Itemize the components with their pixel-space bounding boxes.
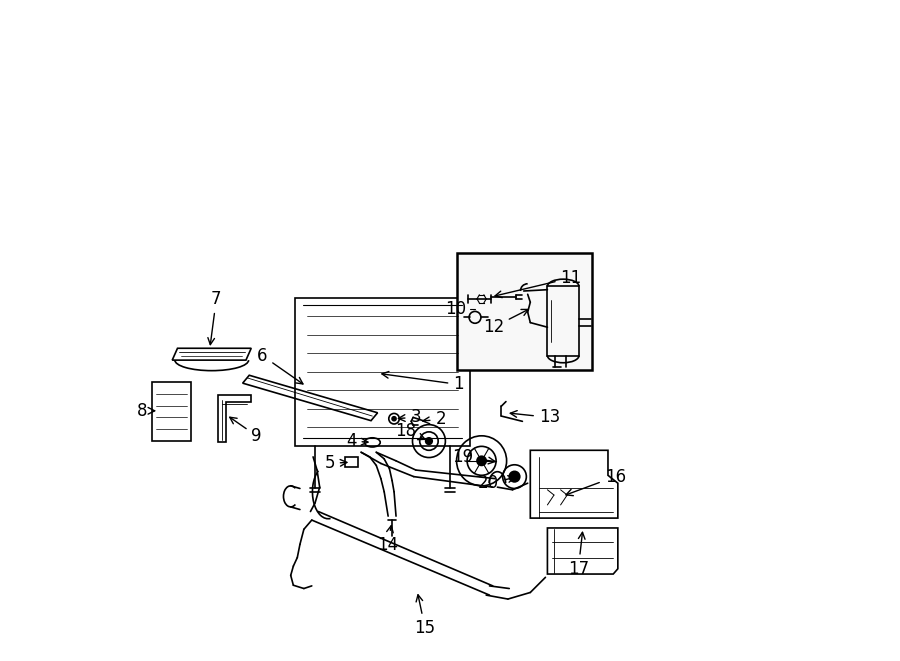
- Text: 4: 4: [346, 432, 368, 450]
- Text: 18: 18: [394, 422, 425, 440]
- Text: 14: 14: [377, 525, 398, 554]
- Text: 5: 5: [324, 455, 346, 473]
- Text: 16: 16: [566, 467, 626, 496]
- Circle shape: [392, 416, 396, 420]
- Bar: [295, 297, 470, 446]
- Text: 6: 6: [257, 347, 303, 384]
- Text: 17: 17: [568, 532, 589, 578]
- Text: 15: 15: [414, 595, 436, 637]
- Text: 2: 2: [423, 410, 446, 428]
- Bar: [152, 382, 191, 441]
- Text: 19: 19: [452, 448, 495, 466]
- Circle shape: [477, 456, 486, 465]
- Text: 1: 1: [382, 371, 464, 393]
- Text: 10: 10: [446, 301, 466, 319]
- Text: 12: 12: [482, 309, 528, 336]
- Text: 13: 13: [510, 408, 560, 426]
- Bar: [456, 253, 591, 370]
- Text: 7: 7: [208, 290, 221, 344]
- Text: 8: 8: [137, 402, 155, 420]
- Text: 9: 9: [230, 417, 262, 445]
- Bar: [345, 457, 358, 467]
- Text: 20: 20: [478, 474, 515, 492]
- Text: 3: 3: [399, 408, 421, 426]
- Circle shape: [509, 471, 520, 482]
- Text: 11: 11: [495, 269, 581, 297]
- Bar: [547, 286, 579, 356]
- Circle shape: [426, 438, 432, 444]
